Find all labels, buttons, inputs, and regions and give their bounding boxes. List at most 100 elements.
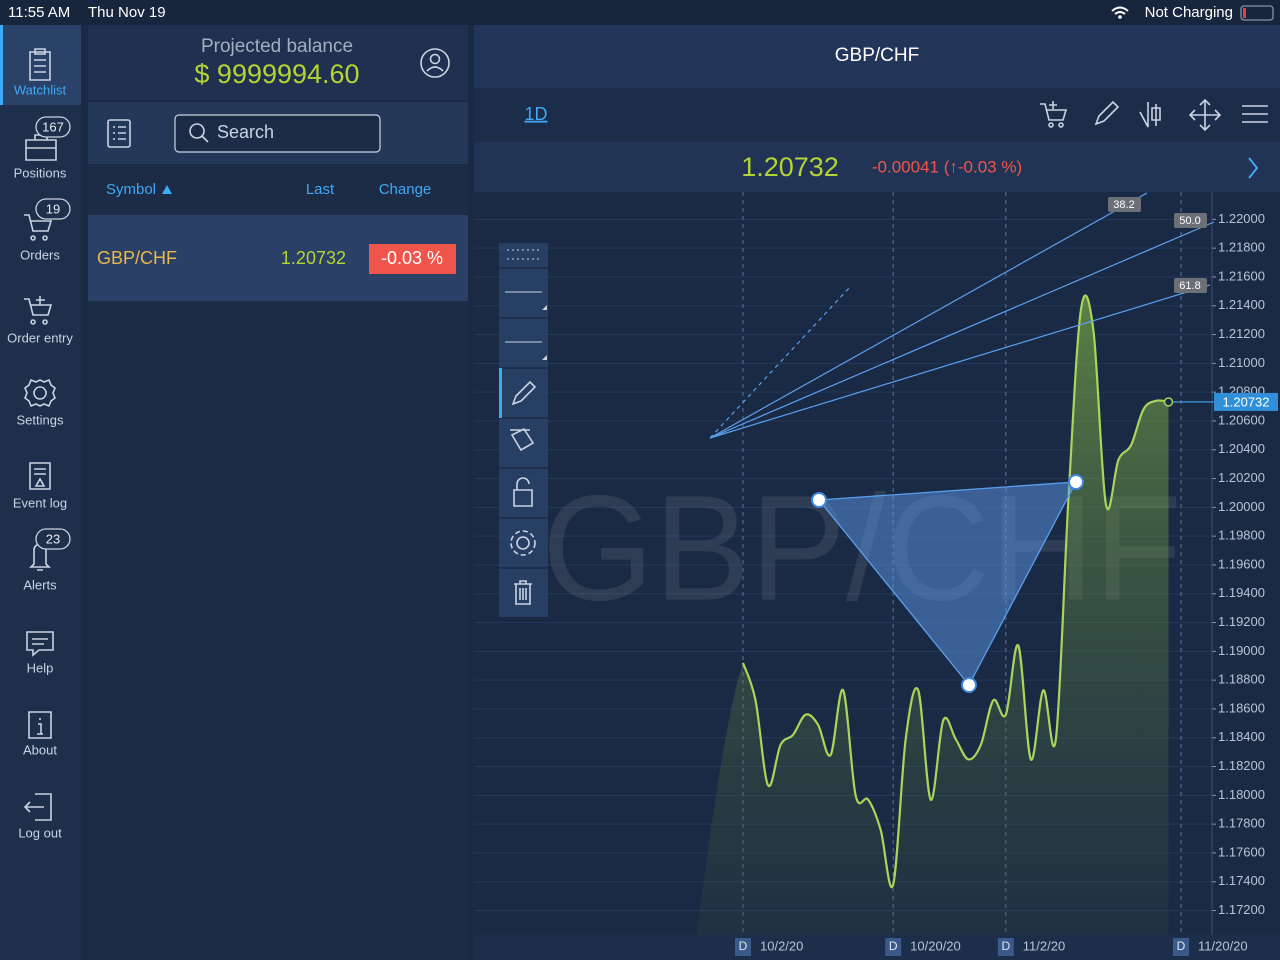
expand-chevron[interactable] [1248,157,1259,179]
fib-label-box [1108,197,1141,212]
nav-item[interactable]: Settings [17,378,64,427]
nav-label: Help [27,660,54,675]
x-tick-badge [885,938,902,956]
y-tick-label: 1.20200 [1218,470,1265,485]
drawing-handle[interactable] [1068,474,1084,490]
nav-badge-count: 19 [46,201,60,216]
y-tick-label: 1.20400 [1218,441,1265,456]
fib-label: 61.8 [1179,280,1200,292]
y-tick-label: 1.21600 [1218,268,1265,283]
drawing-handle[interactable] [811,492,827,508]
y-tick-label: 1.17600 [1218,844,1265,859]
nav-item[interactable]: Log out [18,793,62,840]
y-tick-label: 1.21800 [1218,240,1265,255]
toolbar-menu-button[interactable] [1242,105,1268,123]
balance-label: Projected balance [201,36,353,57]
nav-badge [35,528,71,550]
x-tick-badge [997,938,1014,956]
timeframe[interactable]: 1D [524,104,547,124]
x-tick-badge-letter: D [1001,939,1010,953]
row-last: 1.20732 [281,248,346,268]
y-tick-label: 1.19200 [1218,614,1265,629]
nav-item[interactable]: Watchlist [14,48,67,97]
y-tick-label: 1.18000 [1218,787,1265,802]
search-placeholder: Search [217,122,274,142]
toolbar-pan-button[interactable] [1188,98,1222,132]
x-tick-label: 11/2/20 [1023,938,1065,953]
area [697,295,1169,936]
y-tick-label: 1.22000 [1218,211,1265,226]
row-change: -0.03 % [381,248,443,268]
profile-button[interactable] [420,48,450,78]
nav-label: Orders [20,247,60,262]
y-tick-label: 1.17200 [1218,902,1265,917]
nav-item[interactable]: Order entry [7,296,73,345]
nav-item[interactable]: Alerts 23 [23,528,71,592]
nav-icon [24,296,53,325]
chart-title: GBP/CHF [835,45,919,66]
nav-bar [0,25,81,960]
fib-label: 38.2 [1113,199,1134,211]
chart-toolbar [474,88,1280,142]
watchlist-panel [88,25,468,960]
y-tick-label: 1.21200 [1218,326,1265,341]
nav-label: Settings [17,412,64,427]
y-tick-label: 1.17800 [1218,816,1265,831]
nav-badge-count: 23 [46,531,60,546]
nav-icon [28,711,52,739]
x-tick-label: 10/20/20 [910,938,961,953]
nav-item[interactable]: Orders 19 [20,198,71,262]
balance-header [88,25,468,100]
nav-badge [35,116,71,138]
x-tick-badge-letter: D [889,939,898,953]
nav-label: Order entry [7,330,73,345]
column-change[interactable]: Change [379,181,432,198]
nav-selected-indicator [0,25,3,105]
status-time: 11:55 AM [8,4,70,21]
y-tick-label: 1.18400 [1218,729,1265,744]
nav-label: Watchlist [14,82,67,97]
y-tick-label: 1.19400 [1218,585,1265,600]
toolbar-draw-button[interactable] [1094,100,1120,126]
last-price-label: 1.20732 [1223,394,1270,409]
chart-title-bar [474,25,1280,88]
x-tick-label: 11/20/20 [1198,938,1248,953]
nav-item[interactable]: Positions 167 [14,116,71,180]
y-tick-label: 1.21400 [1218,297,1265,312]
last-price-badge [1214,392,1278,411]
line [741,294,1169,889]
list-button[interactable] [107,119,131,148]
triangle-drawing[interactable] [817,481,1078,687]
nav-icon [26,631,54,657]
y-tick-label: 1.18200 [1218,758,1265,773]
nav-label: Log out [18,825,62,840]
battery-icon [1240,5,1274,21]
y-tick-label: 1.19000 [1218,643,1265,658]
drawing-handle[interactable] [961,677,977,693]
sort-arrow [162,185,172,194]
fib-label-box [1174,278,1207,293]
x-tick-badge [735,938,751,956]
nav-icon [29,462,51,490]
y-tick-label: 1.21000 [1218,355,1265,370]
fib-label: 50.0 [1179,215,1200,227]
nav-items: Watchlist Positions 167 Orders 19 Order entry… [7,48,73,840]
nav-item[interactable]: About [23,711,57,757]
toolbar-order-button[interactable] [1040,101,1068,128]
toolbar-indicator-button[interactable] [1139,102,1161,128]
column-symbol[interactable]: Symbol [106,181,156,198]
y-axis-area [1212,192,1280,935]
nav-label: Alerts [23,577,57,592]
battery-status: Not Charging [1145,4,1233,21]
wifi-icon [1111,6,1129,15]
series: 1.20732 [697,294,1278,936]
column-last[interactable]: Last [306,181,335,198]
search-icon-handle [201,135,209,143]
nav-item[interactable]: Event log [13,462,67,510]
status-bar [0,0,1280,25]
nav-item[interactable]: Help [26,631,54,675]
search-box[interactable] [174,114,381,153]
fib-fan [709,192,1215,439]
